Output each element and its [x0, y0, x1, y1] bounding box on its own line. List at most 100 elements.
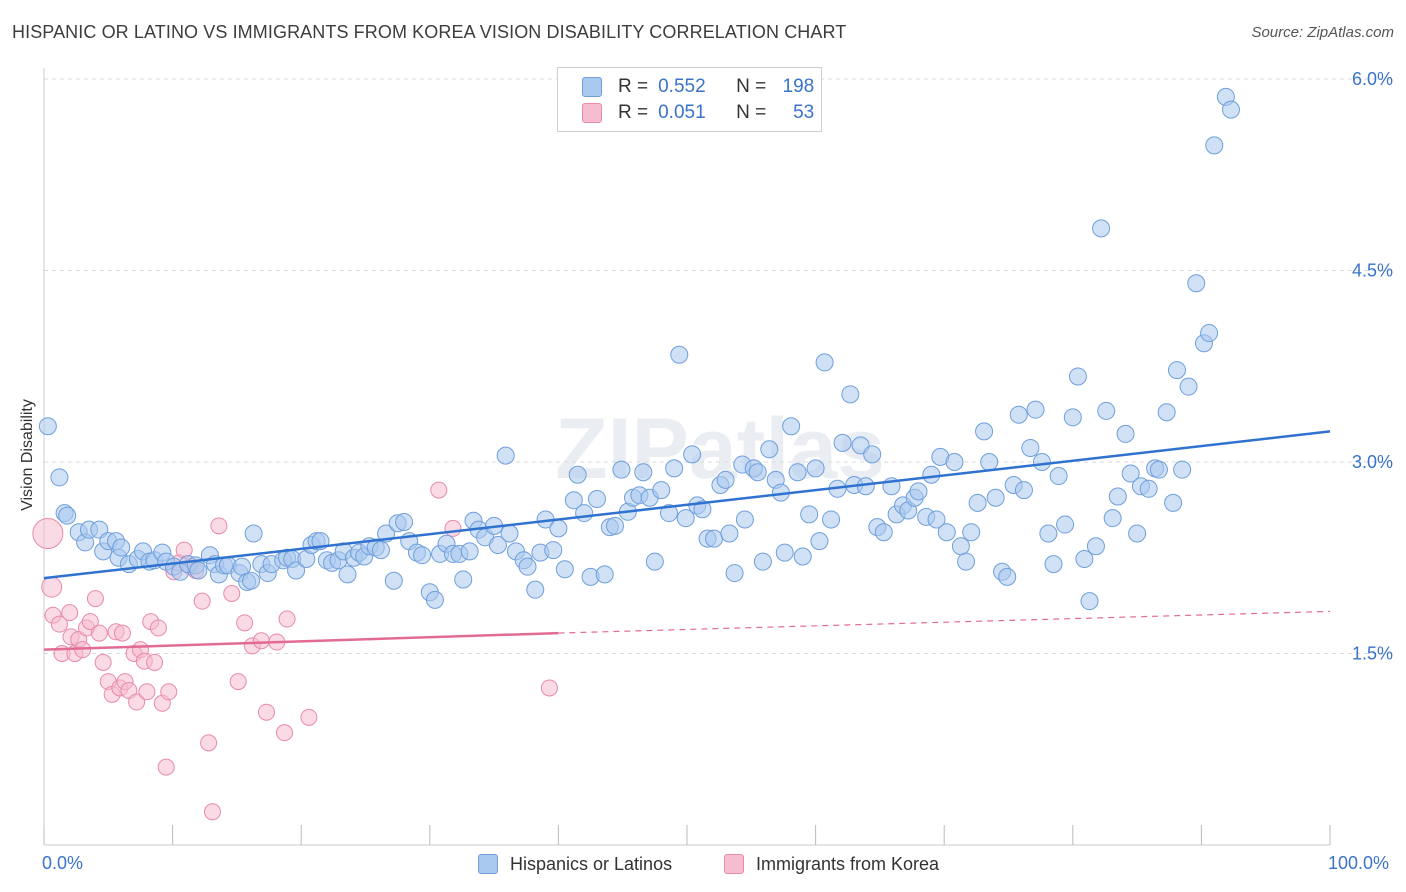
hispanic-point [338, 565, 357, 584]
hispanic-point [564, 491, 583, 510]
hispanic-point [922, 465, 941, 484]
korea-point [223, 584, 241, 602]
hispanic-point [58, 506, 77, 525]
korea-point [193, 592, 211, 610]
hispanic-point [951, 537, 970, 556]
hispanic-point [793, 547, 812, 566]
hispanic-point [1179, 377, 1198, 396]
hispanic-point [1167, 361, 1186, 380]
hispanic-point [833, 433, 852, 452]
hispanic-point [1086, 537, 1105, 556]
legend-swatch-blue [478, 854, 498, 874]
hispanic-point [735, 510, 754, 529]
hispanic-point [1044, 555, 1063, 574]
hispanic-point [1032, 453, 1051, 471]
hispanic-point [775, 543, 794, 562]
hispanic-point [975, 422, 994, 441]
legend-n-value: 198 [782, 76, 815, 97]
hispanic-point [968, 493, 987, 512]
legend-r-value: 0.051 [658, 102, 706, 123]
hispanic-point [1103, 509, 1122, 528]
korea-point [146, 653, 164, 671]
korea-point [300, 708, 318, 726]
trend-line-korea-extension [558, 610, 1331, 634]
source-label: Source: ZipAtlas.com [1251, 24, 1394, 41]
stats-legend: R = 0.552 N = 198 R = 0.051 N = 53 [557, 67, 822, 132]
y-tick-label: 4.5% [1352, 261, 1393, 281]
korea-point [32, 517, 64, 549]
legend-row-hispanic: R = 0.552 N = 198 [582, 75, 814, 99]
korea-point [229, 673, 247, 691]
hispanic-point [50, 468, 69, 487]
hispanic-point [1097, 401, 1116, 420]
hispanic-point [659, 504, 678, 523]
hispanic-point [1039, 524, 1058, 543]
hispanic-point [587, 490, 606, 509]
legend-swatch-blue [582, 77, 602, 97]
hispanic-point [693, 500, 712, 519]
korea-point [157, 758, 175, 776]
korea-point [430, 481, 448, 499]
korea-point [50, 615, 68, 633]
hispanic-point [645, 552, 664, 571]
hispanic-point [1149, 460, 1168, 479]
hispanic-point [962, 523, 981, 542]
legend-n-label: N = [736, 102, 767, 123]
hispanic-point [998, 567, 1017, 586]
hispanic-point [725, 564, 744, 583]
hispanic-point [1187, 274, 1206, 293]
hispanic-point [716, 470, 735, 489]
hispanic-point [874, 523, 893, 542]
hispanic-point [496, 446, 515, 465]
hispanic-point [782, 417, 801, 436]
korea-point [113, 624, 131, 642]
hispanic-point [395, 513, 414, 532]
hispanic-point [634, 463, 653, 482]
korea-point [90, 624, 108, 642]
legend-item-hispanic[interactable]: Hispanics or Latinos [478, 852, 672, 876]
hispanic-point [555, 560, 574, 579]
hispanic-point [1108, 487, 1127, 506]
legend-r-label: R = [618, 102, 649, 123]
hispanic-point [526, 580, 545, 599]
legend-r-label: R = [618, 76, 649, 97]
hispanic-point [242, 571, 261, 590]
hispanic-point [760, 440, 779, 459]
hispanic-point [1075, 550, 1094, 569]
hispanic-point [1205, 136, 1224, 155]
korea-point [200, 734, 218, 752]
hispanic-point [413, 546, 432, 565]
hispanic-point [1157, 403, 1176, 422]
hispanic-point [1014, 481, 1033, 500]
hispanic-point [454, 570, 473, 589]
hispanic-point [986, 488, 1005, 507]
y-tick-label: 3.0% [1352, 452, 1393, 472]
korea-point [444, 519, 462, 537]
hispanic-point [1139, 479, 1158, 498]
hispanic-point [500, 524, 519, 543]
hispanic-point [927, 510, 946, 529]
korea-point [138, 683, 156, 701]
trend-line-hispanic [43, 430, 1331, 580]
hispanic-point [841, 385, 860, 404]
hispanic-point [425, 590, 444, 609]
hispanic-point [384, 571, 403, 590]
hispanic-point [753, 552, 772, 571]
korea-point [86, 590, 104, 608]
hispanic-point [1063, 408, 1082, 427]
hispanic-point [665, 459, 684, 478]
hispanic-point [1068, 367, 1087, 386]
hispanic-point [287, 561, 306, 580]
hispanic-point [748, 463, 767, 482]
hispanic-point [371, 541, 390, 560]
hispanic-point [1200, 324, 1219, 343]
legend-n-label: N = [736, 76, 767, 97]
hispanic-point [810, 532, 829, 551]
korea-point [160, 683, 178, 701]
hispanic-point [863, 445, 882, 464]
hispanic-point [38, 417, 57, 436]
x-tick-label-max: 100.0% [1328, 853, 1390, 873]
hispanic-point [806, 459, 825, 478]
hispanic-point [957, 552, 976, 571]
legend-item-korea[interactable]: Immigrants from Korea [724, 852, 939, 876]
